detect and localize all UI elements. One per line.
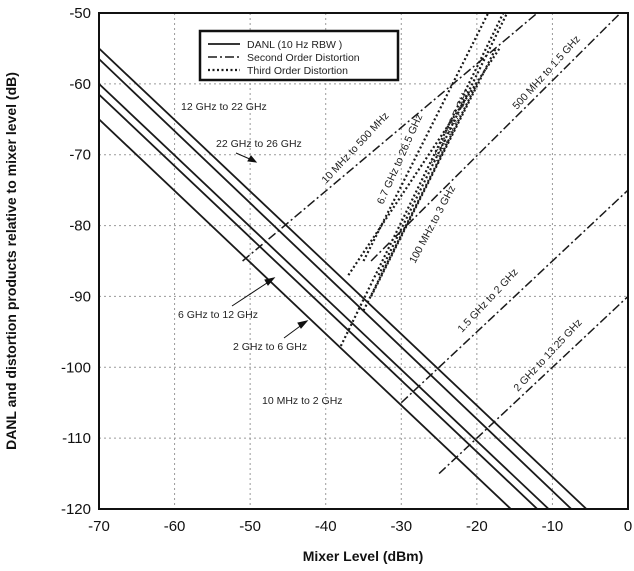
x-tick-label: -40 [315,518,337,535]
y-tick-label: -80 [69,218,91,235]
y-tick-label: -110 [62,430,91,447]
arrowhead-6-12-ghz [264,277,276,286]
label-3-6.7-ghz: 3 GHz to 6.7 GHz [429,87,474,168]
legend-box [198,29,400,82]
label-arrows [231,152,309,339]
x-tick-labels: -70 -60 -50 -40 -30 -20 -10 0 [88,518,632,535]
label-22-26-ghz: 22 GHz to 26 GHz [216,138,302,150]
x-axis-title: Mixer Level (dBm) [303,548,424,564]
series-line-dotted-11 [362,83,478,312]
x-tick-label: -10 [542,518,564,535]
y-tick-label: -100 [61,359,91,376]
series-line-dashdot-6 [370,13,621,262]
legend-label: Second Order Distortion [247,52,360,64]
y-tick-label: -60 [69,76,91,93]
series-line-dotted-13 [347,47,501,276]
y-tick-label: -90 [69,288,91,305]
arrow-6-12-ghz [231,280,271,307]
x-tick-label: -30 [390,518,412,535]
label-10-500-mhz: 10 MHz to 500 MHz [319,110,391,186]
x-tick-label: -20 [466,518,488,535]
grid-lines [99,13,628,509]
series-line-dotted-9 [339,13,505,347]
y-tick-label: -120 [61,501,91,518]
series-line-solid-1 [99,58,572,509]
y-tick-label: -70 [69,147,91,164]
series-line-dashdot-7 [400,189,628,404]
series-line-dotted-14 [377,13,509,276]
x-tick-label: -60 [164,518,186,535]
x-tick-label: -70 [88,518,110,535]
series-line-dashdot-5 [242,13,538,262]
plot-frame [98,12,629,510]
series-line-solid-2 [99,83,550,509]
y-tick-labels: -50 -60 -70 -80 -90 -100 -110 -120 [61,5,91,518]
label-2-6-ghz: 2 GHz to 6 GHz [233,341,307,353]
legend: DANL (10 Hz RBW )Second Order Distortion… [198,29,400,82]
series-line-solid-0 [99,47,588,509]
label-12-22-ghz: 12 GHz to 22 GHz [181,101,267,113]
arrowhead-22-26-ghz [247,155,258,163]
series-line-dotted-12 [370,47,497,297]
label-2-13.25-ghz: 2 GHz to 13.25 GHz [511,317,584,394]
legend-label: Third Order Distortion [247,65,348,77]
series-line-solid-3 [99,93,538,509]
y-tick-label: -50 [69,5,91,22]
series-line-dotted-10 [362,13,490,262]
label-6-12-ghz: 6 GHz to 12 GHz [178,309,258,321]
series-layer [99,13,628,509]
x-tick-label: 0 [624,518,632,535]
x-tick-label: -50 [239,518,261,535]
y-axis-title: DANL and distortion products relative to… [3,72,19,450]
label-500mhz-1.5-ghz: 500 MHz to 1.5 GHz [510,33,583,112]
legend-label: DANL (10 Hz RBW ) [247,39,342,51]
arrowhead-2-6-ghz [297,320,309,329]
series-line-solid-4 [99,118,512,509]
label-10mhz-2-ghz: 10 MHz to 2 GHz [262,395,343,407]
